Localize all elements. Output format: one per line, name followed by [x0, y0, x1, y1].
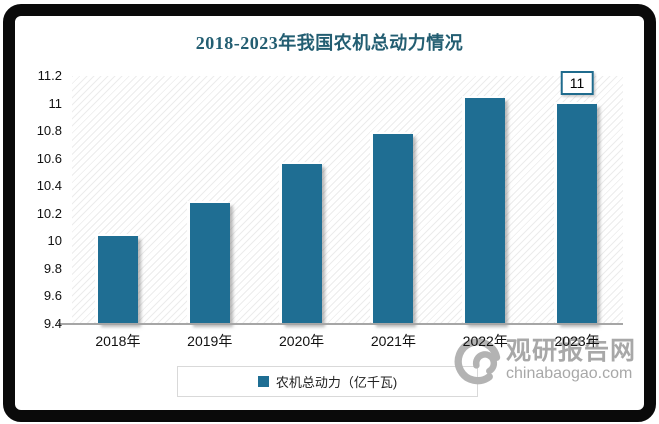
watermark-swirl-icon — [452, 338, 504, 393]
bar-2022年 — [465, 98, 506, 324]
bar-2019年 — [189, 202, 230, 324]
x-tick-label: 2023年 — [554, 333, 600, 349]
y-tick-label: 10.6 — [36, 150, 62, 166]
x-tick-label: 2018年 — [95, 333, 141, 349]
bar-2020年 — [281, 164, 322, 324]
watermark-en: chinabaogao.com — [506, 365, 633, 382]
data-label-box: 11 — [560, 70, 594, 95]
y-tick-label: 10 — [47, 233, 62, 249]
y-tick-label: 9.6 — [43, 288, 62, 304]
y-tick-label: 10.8 — [36, 123, 62, 139]
bars-layer — [72, 76, 623, 324]
legend-box: 农机总动力（亿千瓦) — [177, 366, 478, 397]
watermark-text: 观研报告网 chinabaogao.com — [506, 337, 637, 383]
y-tick-label: 10.4 — [36, 178, 62, 194]
x-tick-label: 2021年 — [370, 333, 416, 349]
bar-2023年 — [557, 103, 598, 324]
x-axis-line — [58, 323, 623, 325]
bar-2018年 — [97, 235, 138, 324]
x-tick-label: 2019年 — [187, 333, 233, 349]
bar-2021年 — [373, 133, 414, 324]
x-tick-label: 2020年 — [279, 333, 325, 349]
legend-label: 农机总动力（亿千瓦) — [275, 375, 398, 390]
y-tick-label: 9.8 — [43, 260, 62, 276]
watermark: 观研报告网 chinabaogao.com — [452, 338, 644, 393]
y-tick-label: 10.2 — [36, 205, 62, 221]
plot-area — [72, 76, 623, 324]
y-tick-label: 11.2 — [37, 68, 62, 83]
data-label-text: 11 — [569, 74, 585, 91]
x-axis: 2018年 2019年 2020年 2021年 2022年 2023年 — [72, 331, 623, 351]
chart-title: 2018-2023年我国农机总动力情况 — [195, 33, 464, 53]
x-tick-label: 2022年 — [462, 333, 508, 349]
legend-marker-icon — [257, 376, 269, 387]
y-tick-label: 9.4 — [43, 316, 62, 331]
y-axis: 11.2 11 10.8 10.6 10.4 10.2 10 9.8 9.6 9.4 — [0, 68, 63, 331]
watermark-cn: 观研报告网 — [506, 337, 637, 365]
y-tick-label: 11 — [48, 95, 63, 111]
